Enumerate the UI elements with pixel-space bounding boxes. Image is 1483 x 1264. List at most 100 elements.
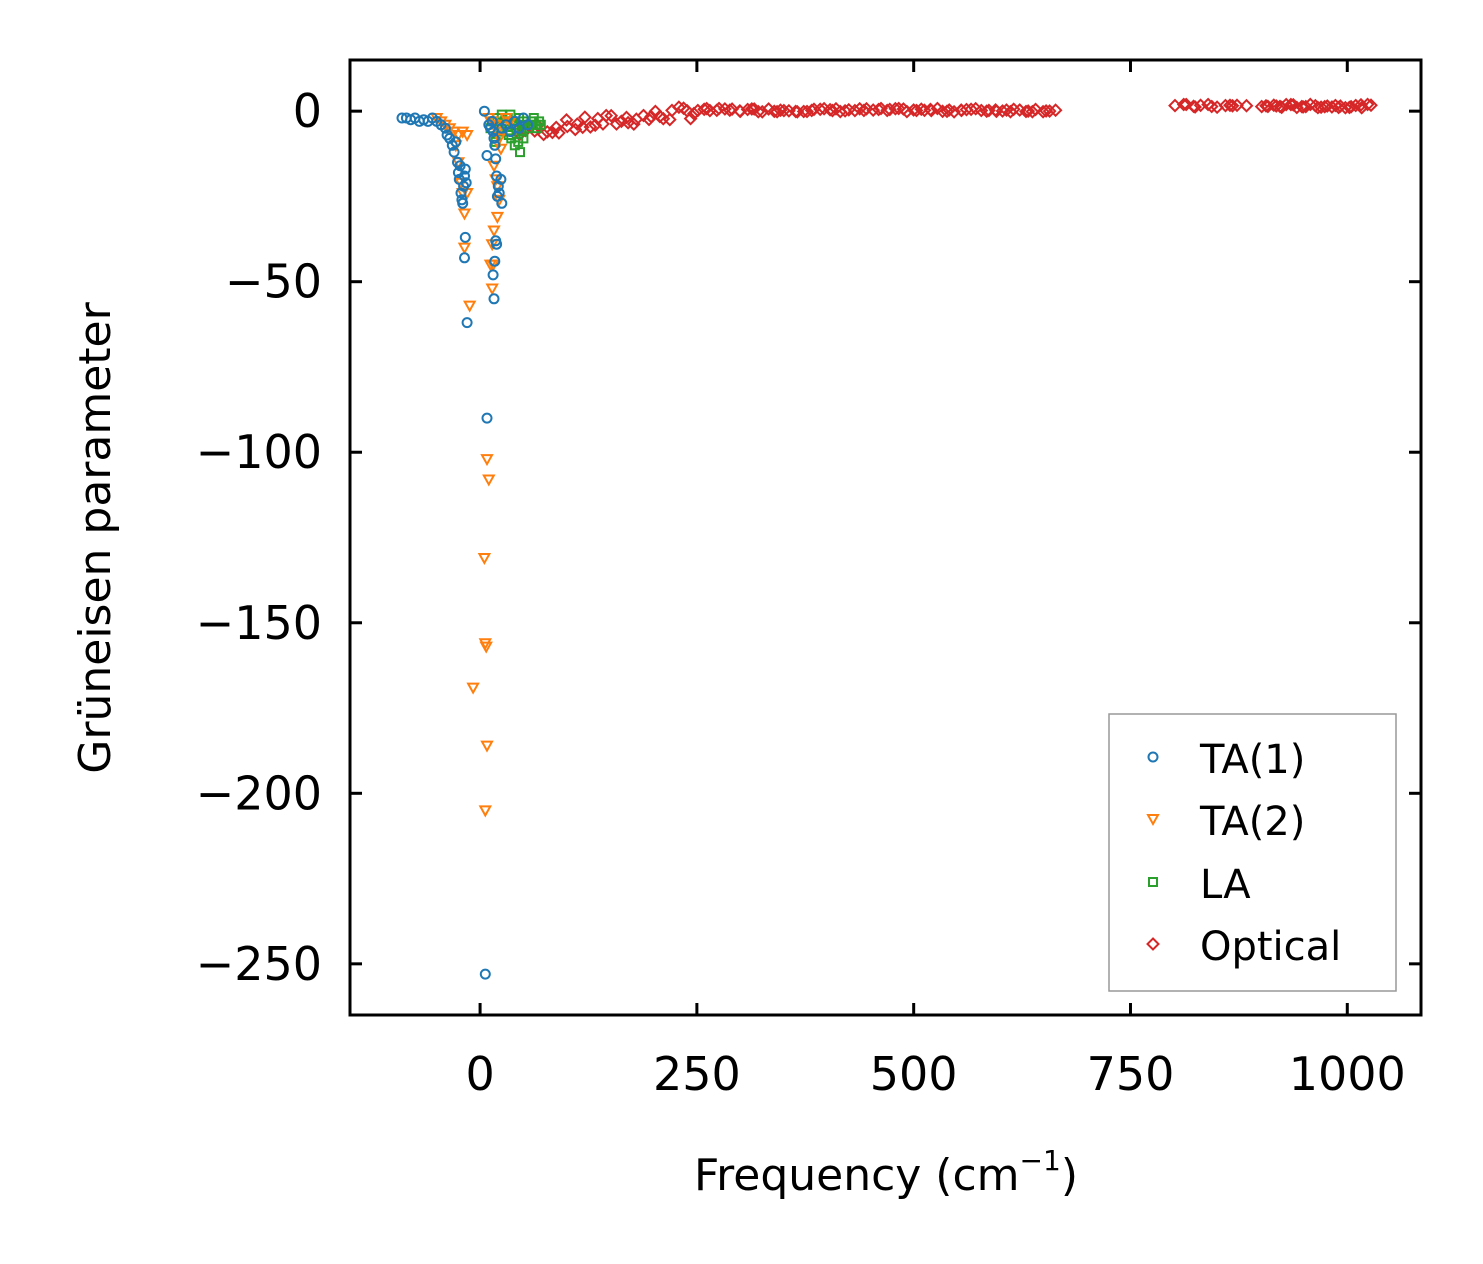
x-axis-label-close: ) xyxy=(1061,1150,1078,1201)
data-point xyxy=(1364,98,1378,113)
data-point xyxy=(924,103,939,118)
data-point xyxy=(455,187,467,199)
data-point xyxy=(482,474,496,487)
legend-marker-la xyxy=(1148,877,1158,887)
data-point xyxy=(1338,100,1353,115)
data-point xyxy=(480,740,494,753)
data-point xyxy=(1042,104,1057,119)
data-point xyxy=(891,101,906,116)
data-point xyxy=(496,197,508,209)
data-point xyxy=(493,187,505,199)
data-point xyxy=(499,113,513,126)
data-point xyxy=(1201,97,1216,112)
data-point xyxy=(1360,97,1375,112)
data-point xyxy=(1188,100,1203,114)
data-point xyxy=(662,112,677,127)
data-point xyxy=(459,170,470,182)
data-point xyxy=(755,104,770,119)
data-point xyxy=(489,139,501,151)
data-point xyxy=(492,180,504,192)
data-point xyxy=(487,269,499,281)
data-point xyxy=(733,104,748,119)
data-point xyxy=(599,108,614,123)
x-tick-label: 0 xyxy=(465,1047,494,1101)
legend-label-optical: Optical xyxy=(1200,924,1341,970)
data-point xyxy=(477,553,492,566)
data-point xyxy=(460,130,474,143)
data-point xyxy=(1225,98,1240,113)
data-point xyxy=(825,103,840,118)
data-point xyxy=(457,242,472,255)
data-point xyxy=(770,104,785,119)
series-optical xyxy=(509,97,1378,142)
data-point xyxy=(1179,97,1194,112)
data-point xyxy=(671,100,686,115)
data-point xyxy=(466,682,480,695)
data-point xyxy=(488,293,500,305)
data-point xyxy=(686,106,701,121)
data-point xyxy=(823,102,838,117)
data-point xyxy=(481,150,493,161)
data-point xyxy=(459,252,470,264)
data-point xyxy=(535,119,546,130)
legend-marker-ta-1- xyxy=(1147,751,1159,763)
data-point xyxy=(456,126,470,139)
axis-ticks: 0 250 500 750 1000 0 −50 −100 −150 −200 −250 xyxy=(196,60,1421,1101)
data-point xyxy=(1036,104,1051,119)
data-point xyxy=(1314,100,1329,115)
data-point xyxy=(515,147,525,158)
data-point xyxy=(448,146,460,158)
data-point xyxy=(989,104,1004,119)
data-point xyxy=(577,110,592,125)
data-point xyxy=(1028,102,1043,117)
data-point xyxy=(479,968,491,980)
x-tick-label: 1000 xyxy=(1289,1047,1406,1101)
x-tick-label: 750 xyxy=(1087,1047,1175,1101)
data-point xyxy=(773,103,788,118)
data-point xyxy=(964,102,979,117)
data-point xyxy=(461,317,473,329)
data-point xyxy=(439,122,451,134)
data-point xyxy=(813,102,828,117)
y-tick-label: 0 xyxy=(293,84,322,138)
data-point xyxy=(1230,98,1244,113)
series-ta-1- xyxy=(396,105,534,980)
data-point xyxy=(479,641,493,654)
data-point xyxy=(551,125,566,140)
data-point xyxy=(443,123,457,136)
data-point xyxy=(776,103,791,118)
data-point xyxy=(460,177,472,189)
y-tick-label: −250 xyxy=(196,937,322,991)
data-point xyxy=(1048,103,1063,118)
y-tick-label: −200 xyxy=(196,766,322,820)
data-point xyxy=(487,225,501,238)
data-point xyxy=(751,104,766,119)
data-point xyxy=(935,104,950,119)
data-point xyxy=(451,130,466,143)
legend-label-la: LA xyxy=(1200,862,1251,908)
data-point xyxy=(481,412,493,424)
data-point xyxy=(1025,104,1040,119)
legend-marker-ta-2- xyxy=(1146,814,1160,827)
data-point xyxy=(767,104,782,119)
data-point xyxy=(609,117,624,131)
legend-markers xyxy=(1146,751,1160,951)
y-tick-label: −150 xyxy=(196,596,322,650)
data-point xyxy=(847,103,862,118)
series-ta-2- xyxy=(430,113,518,818)
y-tick-label: −100 xyxy=(196,425,322,479)
data-point xyxy=(540,124,555,139)
data-point xyxy=(488,132,500,144)
data-point xyxy=(559,112,574,127)
data-point xyxy=(459,163,471,175)
data-point xyxy=(487,160,501,173)
data-point xyxy=(838,103,853,118)
data-point xyxy=(495,173,507,185)
data-point xyxy=(492,133,506,146)
data-point xyxy=(596,116,610,131)
data-point xyxy=(1239,98,1254,113)
data-point xyxy=(1283,97,1298,112)
data-point xyxy=(683,111,698,126)
y-axis-label: Grüneisen parameter xyxy=(70,301,121,773)
